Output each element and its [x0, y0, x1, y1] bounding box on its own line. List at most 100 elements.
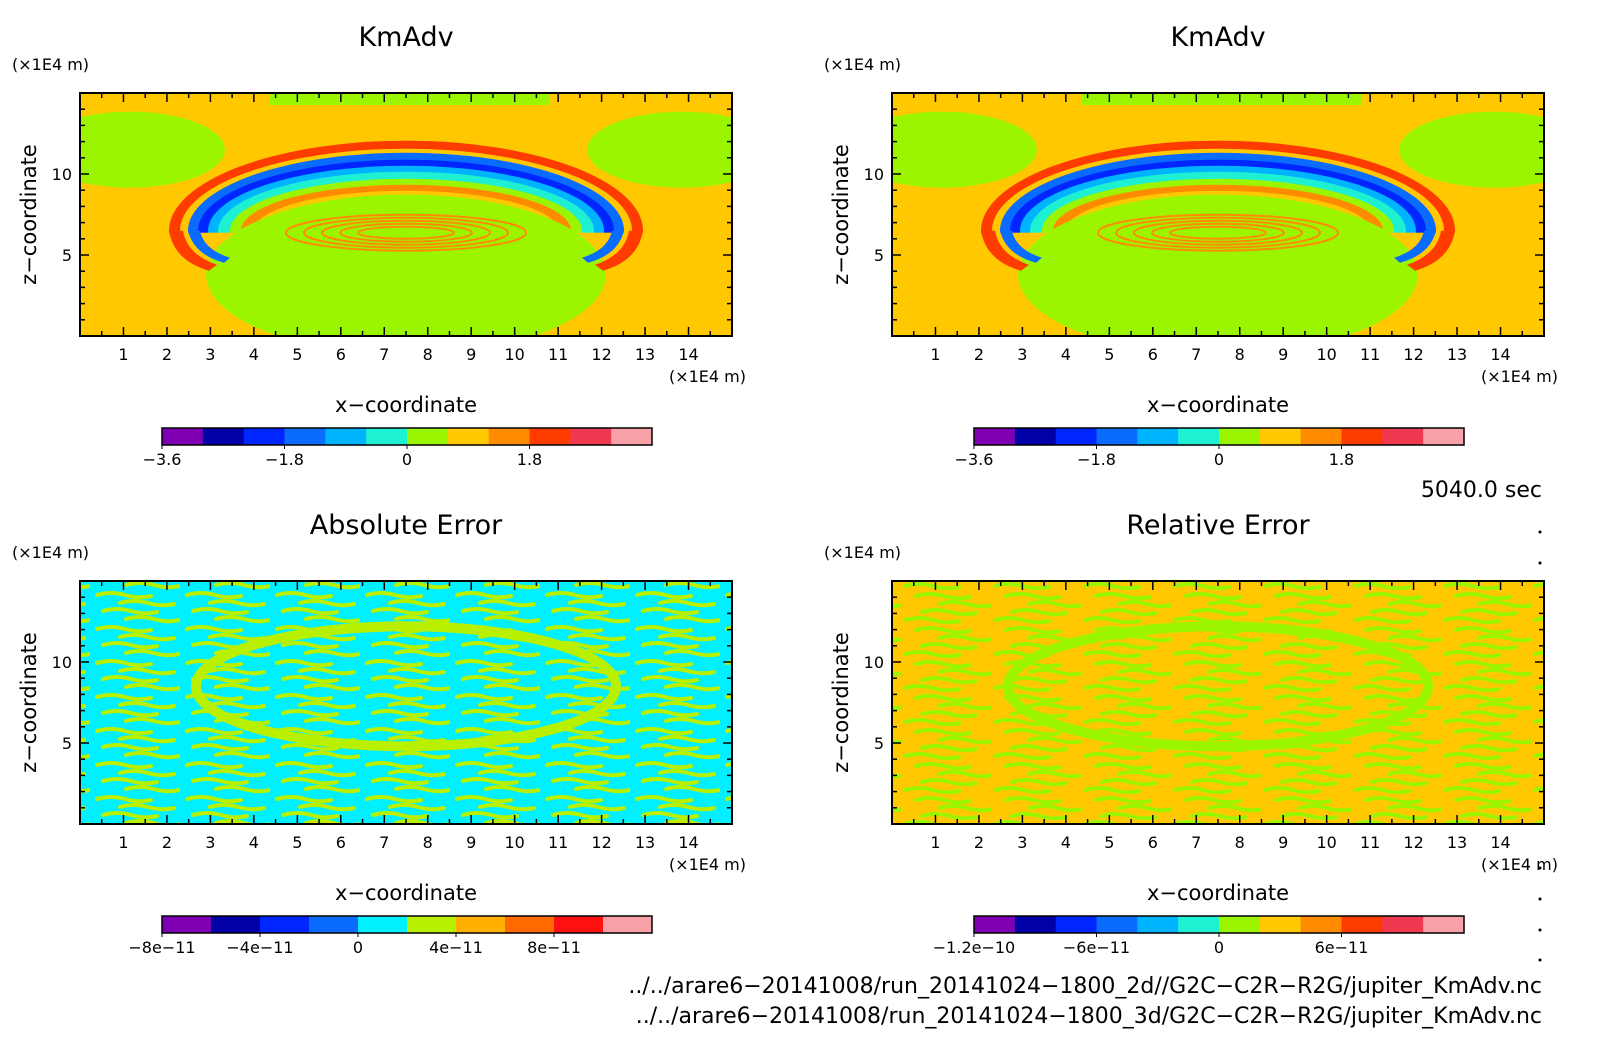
y-tick-label: 5 [62, 246, 72, 265]
x-tick-label: 6 [1148, 833, 1158, 852]
colorbar-swatch [1219, 916, 1261, 933]
colorbar-swatch [611, 428, 653, 445]
x-unit-label: (×1E4 m) [669, 367, 746, 386]
x-tick-label: 12 [1403, 345, 1423, 364]
y-tick-label: 10 [52, 165, 72, 184]
colorbar-tick-label: 6e−11 [1315, 938, 1369, 957]
y-unit-label: (×1E4 m) [824, 543, 901, 562]
colorbar-swatch [1014, 428, 1057, 445]
region-top [1082, 93, 1362, 105]
colorbar-swatch [366, 428, 408, 445]
panel-4: Relative Error(×1E4 m)1 2 3 4 5 6 7 8 9 10 11 12 13 1… [824, 510, 1558, 957]
x-tick-label: 3 [1017, 345, 1027, 364]
x-tick-label: 10 [1316, 833, 1336, 852]
colorbar-swatch [447, 428, 490, 445]
colorbar-swatch [529, 428, 571, 445]
lower-ripple [1151, 222, 1285, 243]
x-tick-label: 13 [1447, 345, 1467, 364]
colorbar-tick-label: −1.8 [1077, 450, 1116, 469]
panel-2: KmAdv(×1E4 m)1 2 3 4 5 6 7 8 9 10 11 12 13 14510(×1E4… [824, 22, 1558, 469]
x-tick-label: 8 [423, 345, 433, 364]
x-tick-label: 5 [292, 345, 302, 364]
x-tick-label: 2 [162, 833, 172, 852]
y-axis-label: z−coordinate [829, 144, 853, 285]
panel-3: Absolute Error(×1E4 m)1 2 3 4 5 6 7 8 9 10 11 12 13 1… [12, 510, 746, 957]
y-axis-label: z−coordinate [17, 632, 41, 773]
file-path-2d: ../../arare6−20141008/run_20141024−1800_… [628, 974, 1542, 999]
colorbar-swatch [1178, 916, 1220, 933]
colorbar-swatch [1055, 428, 1097, 445]
colorbar-tick-label: −8e−11 [128, 938, 195, 957]
arc-tail-right [1407, 230, 1455, 271]
x-tick-label: 14 [1490, 833, 1510, 852]
x-tick-label: 11 [1360, 833, 1380, 852]
colorbar-swatch [284, 428, 326, 445]
x-tick-label: 1 [930, 345, 940, 364]
colorbar-swatch [1137, 428, 1179, 445]
x-tick-label: 10 [504, 833, 524, 852]
lower-ripple [1097, 213, 1339, 252]
plot-area [80, 93, 732, 336]
arc-tail-left [981, 230, 1029, 271]
y-axis-label: z−coordinate [17, 144, 41, 285]
tick-marks [80, 581, 732, 824]
region-top [270, 93, 550, 105]
x-unit-label: (×1E4 m) [669, 855, 746, 874]
colorbar-swatch [1219, 428, 1261, 445]
y-unit-label: (×1E4 m) [12, 543, 89, 562]
colorbar-swatch [1259, 428, 1302, 445]
error-field [892, 581, 1544, 824]
error-arc [191, 621, 621, 752]
colorbar-swatch [202, 428, 245, 445]
x-tick-label: 2 [162, 345, 172, 364]
y-tick-label: 10 [864, 165, 884, 184]
x-tick-label: 7 [379, 345, 389, 364]
x-tick-label: 7 [379, 833, 389, 852]
y-tick-label: 10 [52, 653, 72, 672]
colorbar-tick-label: −1.8 [265, 450, 304, 469]
x-tick-label: 12 [1403, 833, 1423, 852]
colorbar-swatch [211, 916, 261, 933]
chart-title: KmAdv [1170, 22, 1265, 53]
x-tick-label: 11 [548, 833, 568, 852]
x-tick-label: 9 [466, 345, 476, 364]
chart-title: KmAdv [358, 22, 453, 53]
x-unit-label: (×1E4 m) [1481, 855, 1558, 874]
colorbar-swatch [407, 428, 449, 445]
colorbar-tick-label: 0 [1214, 938, 1224, 957]
colorbar-swatch [1423, 916, 1465, 933]
region-left [892, 111, 1037, 188]
x-tick-label: 11 [1360, 345, 1380, 364]
colorbar-swatch [407, 916, 457, 933]
dot-markers [1538, 530, 1542, 962]
colorbar-tick-label: −4e−11 [226, 938, 293, 957]
colorbar-swatch [1259, 916, 1302, 933]
x-tick-label: 14 [1490, 345, 1510, 364]
colorbar-tick-label: 4e−11 [429, 938, 483, 957]
x-tick-label: 3 [205, 833, 215, 852]
colorbar: −1.2e−10 −6e−11 0 6e−11 [933, 915, 1465, 957]
error-arc [1003, 621, 1433, 752]
colorbar-swatch [1096, 428, 1138, 445]
colorbar: −3.6 −1.8 0 1.8 [143, 427, 653, 469]
tick-marks [892, 93, 1544, 336]
lower-ripple [1169, 225, 1267, 240]
x-tick-label: 6 [1148, 345, 1158, 364]
x-tick-label: 6 [336, 833, 346, 852]
region-right [587, 111, 732, 188]
colorbar-swatch [243, 428, 285, 445]
colorbar-swatch [1341, 916, 1383, 933]
colorbar-swatch [1137, 916, 1179, 933]
x-tick-label: 4 [249, 833, 259, 852]
colorbar-tick-label: 0 [1214, 450, 1224, 469]
x-tick-label: 9 [1278, 345, 1288, 364]
arc-tail-right [595, 230, 643, 271]
x-tick-label: 14 [678, 833, 698, 852]
x-tick-label: 3 [205, 345, 215, 364]
arc-tail-left-blue [1000, 230, 1042, 263]
x-tick-label: 7 [1191, 345, 1201, 364]
colorbar-swatch [162, 916, 212, 933]
x-tick-label: 3 [1017, 833, 1027, 852]
x-tick-label: 13 [635, 833, 655, 852]
colorbar-swatch [1300, 428, 1342, 445]
